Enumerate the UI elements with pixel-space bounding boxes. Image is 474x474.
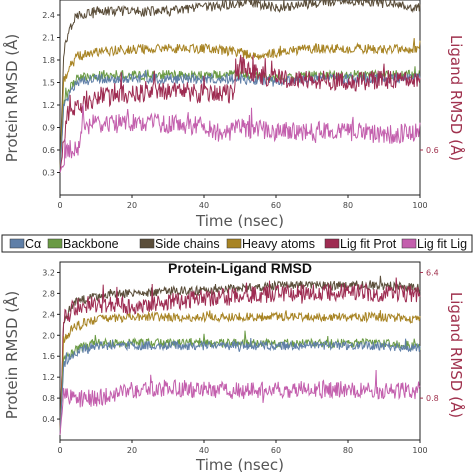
legend: Cα Backbone Side chains Heavy atoms Lig fit … (1, 234, 473, 253)
y-tick-label: 2.1 (42, 34, 55, 43)
top-x-axis-label: Time (nsec) (195, 212, 284, 230)
series-line-ca (59, 69, 421, 173)
series-line-heavy-atoms (59, 310, 421, 435)
y-tick-label: 0.4 (42, 415, 55, 424)
series-line-lig-fit-lig (59, 369, 421, 435)
y-tick-label: 0.8 (42, 394, 55, 403)
series-line-backbone (59, 64, 420, 173)
top-y-ticks: 0.3 0.6 0.9 1.2 1.5 1.8 2.1 2.4 (42, 11, 60, 178)
legend-label: Lig fit Lig (417, 237, 467, 251)
y-tick-label: 1.5 (42, 79, 55, 88)
x-tick-label: 80 (343, 446, 353, 455)
y-tick-label: 0.3 (42, 169, 55, 178)
legend-swatch-lig-fit-prot (324, 238, 340, 249)
bottom-right-ticks: 0.8 6.4 (420, 268, 439, 403)
bottom-y-ticks: 0.4 0.8 1.2 1.6 2.0 2.4 2.8 3.2 (42, 268, 60, 424)
bottom-x-axis-label: Time (nsec) (195, 456, 284, 474)
legend-swatch-lig-fit-lig (401, 238, 417, 249)
y-tick-label: 2.8 (42, 289, 55, 298)
right-tick-label: 6.4 (426, 268, 439, 277)
x-tick-label: 80 (343, 201, 353, 210)
y-tick-label: 3.2 (42, 268, 55, 277)
x-tick-label: 0 (57, 446, 62, 455)
series-line-lig-fit-prot (59, 277, 421, 435)
bottom-series-group (59, 275, 421, 435)
legend-swatch-heavy-atoms (226, 238, 242, 249)
x-tick-label: 60 (271, 201, 281, 210)
y-tick-label: 2.0 (42, 331, 55, 340)
bottom-plot-frame (59, 261, 421, 441)
y-tick-label: 1.2 (42, 373, 55, 382)
x-tick-label: 40 (199, 446, 209, 455)
legend-swatch-backbone (47, 238, 63, 249)
y-tick-label: 0.9 (42, 124, 55, 133)
x-tick-label: 20 (127, 201, 137, 210)
top-plot-frame (59, 0, 421, 196)
y-tick-label: 1.2 (42, 101, 55, 110)
series-line-lig-fit-lig (59, 104, 421, 173)
series-line-backbone (59, 330, 421, 435)
bottom-panel: Protein-Ligand RMSD 0.4 0.8 1.2 1.6 2.0 2.4 2.… (2, 260, 466, 474)
legend-label: Side chains (155, 237, 220, 251)
x-tick-label: 20 (127, 446, 137, 455)
series-line-lig-fit-prot (59, 54, 421, 173)
y-tick-label: 2.4 (42, 310, 55, 319)
legend-swatch-ca (9, 238, 25, 249)
top-y-axis-label: Protein RMSD (Å) (2, 34, 21, 163)
legend-label: Heavy atoms (242, 237, 315, 251)
top-right-axis-label: Ligand RMSD (Å) (447, 35, 466, 161)
y-tick-label: 2.4 (42, 11, 55, 20)
bottom-y-axis-label: Protein RMSD (Å) (2, 291, 21, 420)
y-tick-label: 0.6 (42, 146, 55, 155)
y-tick-label: 1.8 (42, 56, 55, 65)
y-tick-label: 1.6 (42, 352, 55, 361)
top-x-ticks: 0 20 40 60 80 100 (57, 195, 428, 210)
right-tick-label: 0.8 (426, 394, 439, 403)
bottom-right-axis-label: Ligand RMSD (Å) (447, 292, 466, 418)
top-right-ticks: 0.6 (420, 146, 439, 155)
bottom-x-ticks: 0 20 40 60 80 100 (57, 440, 428, 455)
series-line-heavy-atoms (59, 38, 421, 173)
bottom-chart-title: Protein-Ligand RMSD (168, 260, 312, 276)
x-tick-label: 40 (199, 201, 209, 210)
x-tick-label: 100 (412, 201, 427, 210)
right-tick-label: 0.6 (426, 146, 439, 155)
x-tick-label: 0 (57, 201, 62, 210)
legend-label: Backbone (63, 237, 119, 251)
series-line-ca (59, 337, 421, 435)
legend-label: Lig fit Prot (340, 237, 397, 251)
legend-label: Cα (25, 237, 41, 251)
legend-swatch-side-chains (139, 238, 155, 249)
x-tick-label: 60 (271, 446, 281, 455)
x-tick-label: 100 (412, 446, 427, 455)
top-panel: 0.3 0.6 0.9 1.2 1.5 1.8 2.1 2.4 0 20 40 60 80 100 0.… (2, 0, 466, 230)
top-series-group (59, 0, 421, 173)
series-line-side-chains (59, 0, 421, 173)
